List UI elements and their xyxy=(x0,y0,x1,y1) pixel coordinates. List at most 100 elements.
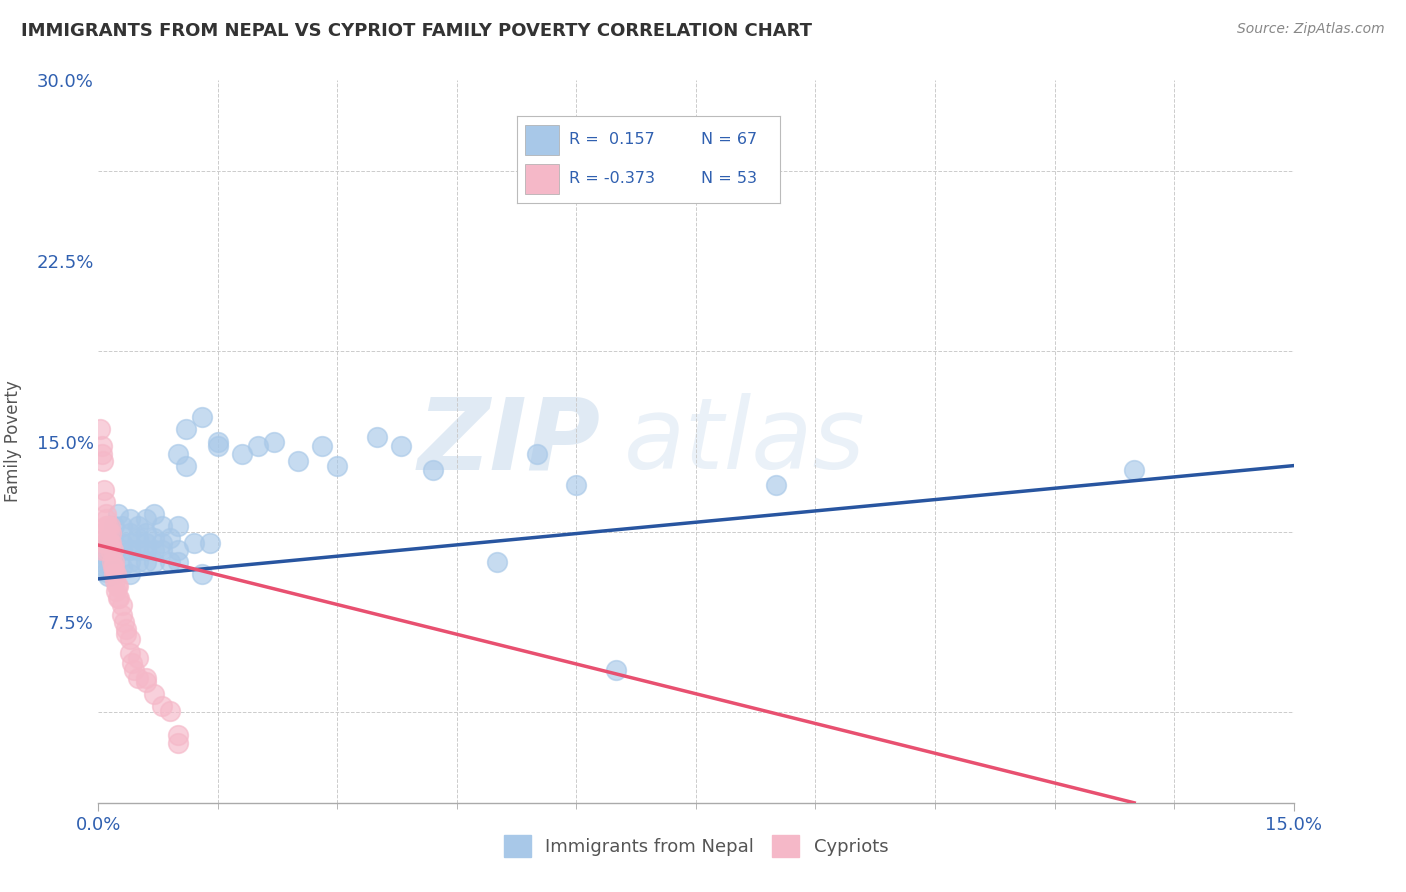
Text: ZIP: ZIP xyxy=(418,393,600,490)
Point xyxy=(91,446,114,460)
Point xyxy=(104,574,127,589)
Y-axis label: Family Poverty: Family Poverty xyxy=(4,381,22,502)
Point xyxy=(135,555,157,569)
Point xyxy=(100,526,122,541)
Point xyxy=(526,446,548,460)
Point xyxy=(135,542,157,557)
Point xyxy=(98,531,122,545)
Point xyxy=(150,518,173,533)
Point xyxy=(93,526,115,541)
Point xyxy=(107,507,129,521)
Point xyxy=(150,699,173,714)
Point xyxy=(183,535,205,549)
Point xyxy=(111,535,134,549)
Point xyxy=(91,555,114,569)
Point xyxy=(389,439,412,453)
Point xyxy=(1123,463,1146,477)
Point xyxy=(127,518,149,533)
Point xyxy=(103,555,125,569)
Point xyxy=(98,535,121,549)
Point xyxy=(143,542,166,557)
Point xyxy=(287,454,309,468)
Point xyxy=(103,567,125,582)
Point xyxy=(96,542,118,557)
Point xyxy=(120,542,142,557)
Point xyxy=(111,559,134,574)
Point xyxy=(101,559,124,574)
Point xyxy=(135,671,157,685)
Point xyxy=(98,559,122,574)
Point xyxy=(167,542,190,557)
Point xyxy=(112,615,135,630)
Point xyxy=(97,518,120,533)
Point xyxy=(143,531,166,545)
Point xyxy=(150,535,173,549)
Point xyxy=(89,422,111,436)
Point xyxy=(159,531,181,545)
Point xyxy=(207,434,229,449)
Point xyxy=(103,555,125,569)
Legend: Immigrants from Nepal, Cypriots: Immigrants from Nepal, Cypriots xyxy=(495,826,897,866)
Point xyxy=(150,542,173,557)
Point xyxy=(93,483,115,497)
Point xyxy=(143,555,166,569)
Point xyxy=(263,434,285,449)
Point xyxy=(135,511,157,525)
Point xyxy=(174,458,197,473)
Point xyxy=(103,542,125,557)
Point xyxy=(121,656,143,670)
Point xyxy=(120,555,142,569)
Point xyxy=(98,542,122,557)
Text: IMMIGRANTS FROM NEPAL VS CYPRIOT FAMILY POVERTY CORRELATION CHART: IMMIGRANTS FROM NEPAL VS CYPRIOT FAMILY … xyxy=(21,22,813,40)
Point xyxy=(207,439,229,453)
Point xyxy=(114,623,136,637)
Point xyxy=(120,632,142,646)
Point xyxy=(120,535,142,549)
Point xyxy=(96,550,118,565)
Point xyxy=(111,607,134,622)
Point xyxy=(143,687,166,701)
Point xyxy=(115,627,138,641)
Point xyxy=(91,542,114,557)
Point xyxy=(91,454,114,468)
Point xyxy=(422,463,444,477)
Point xyxy=(120,567,142,582)
Point xyxy=(90,439,112,453)
Point xyxy=(105,579,128,593)
Point xyxy=(127,671,149,685)
Point xyxy=(111,518,134,533)
Point xyxy=(124,664,146,678)
Point xyxy=(120,647,142,661)
Point xyxy=(167,735,190,749)
Point xyxy=(174,422,197,436)
Text: atlas: atlas xyxy=(624,393,866,490)
Point xyxy=(97,535,120,549)
Point xyxy=(246,439,269,453)
Point xyxy=(94,559,117,574)
Point xyxy=(96,565,118,579)
Point xyxy=(94,518,117,533)
Point xyxy=(103,559,125,574)
Text: Source: ZipAtlas.com: Source: ZipAtlas.com xyxy=(1237,22,1385,37)
Point xyxy=(159,555,181,569)
Point xyxy=(127,531,149,545)
Point xyxy=(107,591,129,605)
Point xyxy=(765,478,787,492)
Point xyxy=(111,542,134,557)
Point xyxy=(135,675,157,690)
Point xyxy=(231,446,253,460)
Point xyxy=(96,531,118,545)
Point xyxy=(103,567,125,582)
Point xyxy=(111,599,134,613)
Point xyxy=(143,507,166,521)
Point xyxy=(191,567,214,582)
Point xyxy=(96,511,118,525)
Point xyxy=(108,591,131,605)
Point xyxy=(326,458,349,473)
Point xyxy=(101,555,124,569)
Point xyxy=(191,410,214,425)
Point xyxy=(104,583,127,598)
Point xyxy=(94,494,117,508)
Point xyxy=(127,542,149,557)
Point xyxy=(97,526,120,541)
